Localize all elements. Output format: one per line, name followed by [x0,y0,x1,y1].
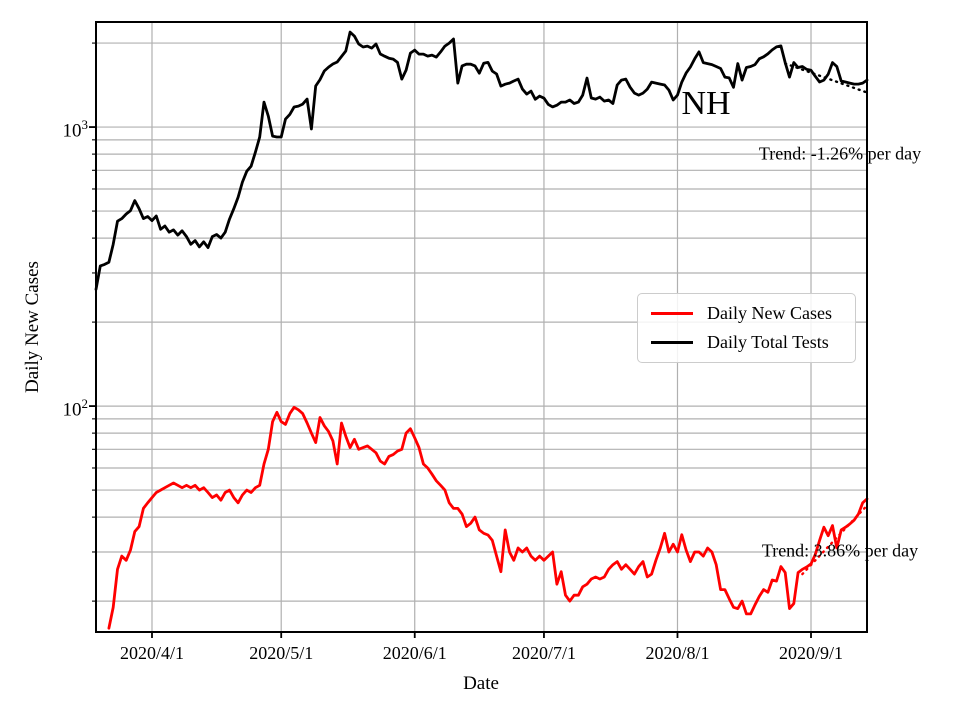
cases-line-sample-icon [651,312,693,315]
y-tick-label: 103 [62,117,89,142]
x-tick-label: 2020/9/1 [778,643,844,663]
cases-trend-annotation: Trend: 3.86% per day [761,540,919,561]
legend-item-cases: Daily New Cases [638,303,855,324]
x-tick-label: 2020/7/1 [511,643,576,663]
x-tick-label: 2020/6/1 [382,643,447,663]
x-tick-label: 2020/5/1 [249,643,314,663]
legend: Daily New Cases Daily Total Tests [637,293,856,363]
legend-item-tests: Daily Total Tests [638,332,855,353]
x-tick-label: 2020/8/1 [645,643,710,663]
x-axis-label: Date [463,673,499,694]
x-tick-label: 2020/4/1 [119,643,184,663]
y-axis-label: Daily New Cases [22,261,43,393]
tests-trend-annotation: Trend: -1.26% per day [758,143,922,164]
legend-label-tests: Daily Total Tests [707,332,829,352]
y-tick-label: 102 [62,396,89,421]
state-annotation: NH [681,85,731,122]
tests-line-sample-icon [651,341,693,344]
legend-label-cases: Daily New Cases [707,303,832,323]
